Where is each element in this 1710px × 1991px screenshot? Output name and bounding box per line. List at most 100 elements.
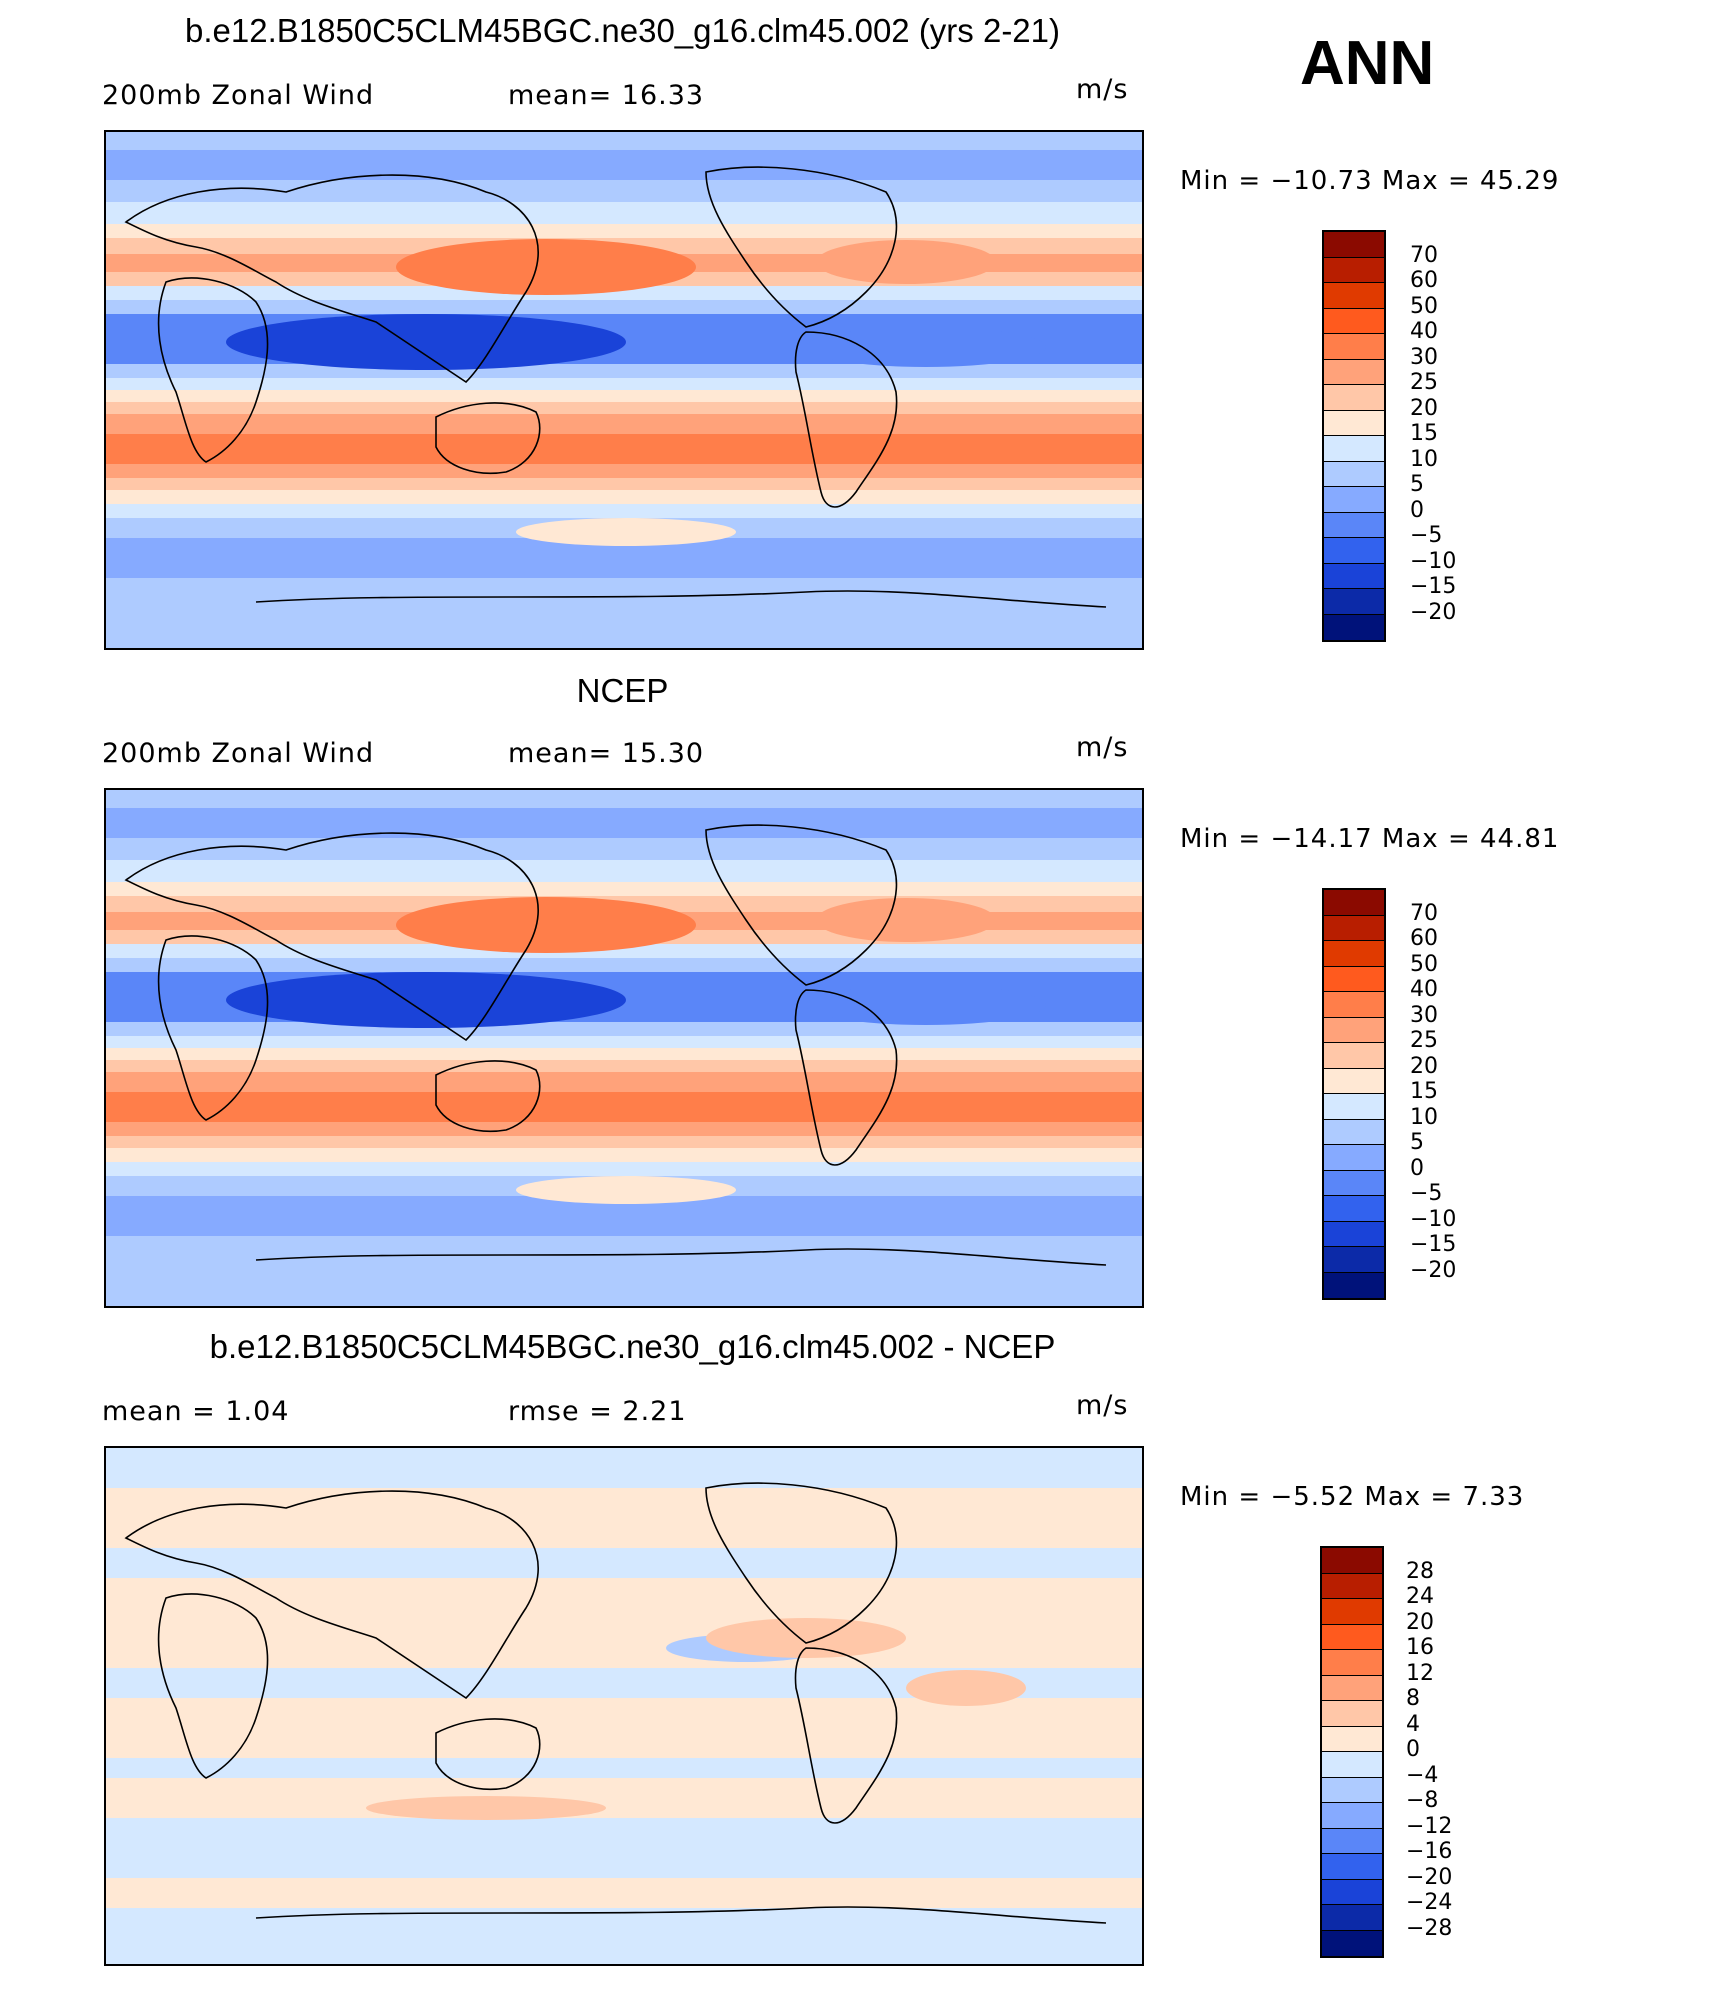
colorbar-swatch — [1322, 1573, 1382, 1599]
contour-band — [106, 838, 1142, 860]
contour-band — [106, 414, 1142, 434]
colorbar-swatch — [1322, 1803, 1382, 1829]
coastline — [705, 824, 898, 986]
coastline — [794, 1647, 898, 1824]
contour-band — [106, 504, 1142, 518]
colorbar-swatch — [1324, 410, 1384, 436]
panel-3-minmax: Min = −5.52 Max = 7.33 — [1180, 1482, 1525, 1512]
season-label: ANN — [1300, 29, 1435, 98]
colorbar-swatch — [1322, 1854, 1382, 1880]
colorbar-label: −10 — [1410, 1206, 1457, 1232]
colorbar-swatch — [1322, 1599, 1382, 1625]
colorbar-swatch — [1324, 283, 1384, 309]
contour-band — [106, 1908, 1142, 1964]
colorbar-label: 15 — [1410, 1079, 1438, 1104]
contour-blob — [396, 897, 696, 953]
coastline — [794, 989, 898, 1166]
colorbar-label: 40 — [1410, 977, 1438, 1002]
coastline — [435, 1718, 541, 1791]
colorbar-swatch — [1324, 1221, 1384, 1247]
contour-band — [106, 1878, 1142, 1908]
coastline — [124, 174, 539, 384]
colorbar-swatch — [1324, 257, 1384, 283]
panel-2-minmax: Min = −14.17 Max = 44.81 — [1180, 824, 1560, 854]
colorbar-swatch — [1324, 1119, 1384, 1145]
colorbar-swatch — [1322, 1624, 1382, 1650]
coastline — [124, 1490, 539, 1700]
colorbar-swatch — [1322, 1726, 1382, 1752]
contour-band — [106, 1818, 1142, 1878]
contour-band — [106, 1148, 1142, 1162]
panel-1-mean: mean= 16.33 — [508, 80, 705, 111]
contour-band — [106, 1448, 1142, 1488]
colorbar-swatch — [1322, 1905, 1382, 1931]
contour-band — [106, 202, 1142, 224]
contour-band — [106, 808, 1142, 838]
colorbar-swatch — [1324, 1247, 1384, 1273]
colorbar-swatch — [1324, 1196, 1384, 1222]
contour-blob — [816, 240, 996, 284]
colorbar-label: −10 — [1410, 548, 1457, 574]
colorbar-swatch — [1322, 1930, 1382, 1956]
colorbar-label: −15 — [1410, 574, 1457, 599]
contour-band — [106, 1122, 1142, 1136]
colorbar-label: 70 — [1410, 242, 1438, 268]
contour-band — [106, 286, 1142, 300]
contour-band — [106, 958, 1142, 972]
colorbar-swatch — [1324, 232, 1384, 258]
coastline — [705, 1482, 898, 1644]
panel-3-rmse: rmse = 2.21 — [508, 1396, 687, 1427]
contour-blob — [366, 1796, 606, 1820]
contour-blob — [806, 327, 1046, 367]
coastline — [255, 590, 1107, 608]
map-svg — [106, 790, 1142, 1306]
contour-band — [106, 434, 1142, 464]
coastline — [157, 277, 269, 463]
contour-band — [106, 1698, 1142, 1758]
colorbar-swatch — [1322, 1675, 1382, 1701]
contour-band — [106, 300, 1142, 314]
colorbar-label: 10 — [1410, 1104, 1438, 1130]
colorbar-swatch — [1324, 915, 1384, 941]
panel-1-title: b.e12.B1850C5CLM45BGC.ne30_g16.clm45.002… — [184, 12, 1060, 49]
colorbar-swatch — [1322, 1650, 1382, 1676]
colorbar-swatch — [1324, 1272, 1384, 1298]
panel-2-units: m/s — [1076, 732, 1129, 763]
coastline — [255, 1906, 1107, 1924]
colorbar-swatch — [1324, 1094, 1384, 1120]
colorbar-label: 5 — [1410, 472, 1424, 497]
panel-2-field-label: 200mb Zonal Wind — [102, 738, 375, 769]
colorbar-label: 20 — [1410, 1053, 1438, 1079]
contour-band — [106, 1072, 1142, 1092]
colorbar-label: 25 — [1410, 1028, 1438, 1053]
colorbar-label: −5 — [1410, 1181, 1443, 1206]
contour-band — [106, 1022, 1142, 1036]
map-svg — [106, 1448, 1142, 1964]
contour-blob — [226, 314, 626, 370]
panel-3-units: m/s — [1076, 1390, 1129, 1421]
panel-1-map — [104, 130, 1144, 650]
colorbar-swatch — [1324, 992, 1384, 1018]
coastline — [705, 166, 898, 328]
coastline — [435, 1060, 541, 1133]
map-svg — [106, 132, 1142, 648]
contour-blob — [226, 972, 626, 1028]
colorbar-swatch — [1324, 359, 1384, 385]
colorbar-swatch — [1324, 385, 1384, 411]
colorbar-swatch — [1322, 1879, 1382, 1905]
colorbar-label: 70 — [1410, 900, 1438, 926]
colorbar-label: 12 — [1406, 1660, 1434, 1686]
colorbar-label: −15 — [1410, 1232, 1457, 1257]
colorbar-swatch — [1324, 1043, 1384, 1069]
panel-1-units: m/s — [1076, 74, 1129, 105]
colorbar-swatch — [1324, 941, 1384, 967]
contour-band — [106, 1236, 1142, 1306]
contour-band — [106, 364, 1142, 378]
colorbar-label: 8 — [1406, 1686, 1420, 1711]
colorbar-label: −5 — [1410, 523, 1443, 548]
contour-band — [106, 944, 1142, 958]
contour-band — [106, 578, 1142, 648]
colorbar-swatch — [1324, 308, 1384, 334]
colorbar-label: −20 — [1410, 1257, 1457, 1283]
colorbar-swatch — [1324, 614, 1384, 640]
